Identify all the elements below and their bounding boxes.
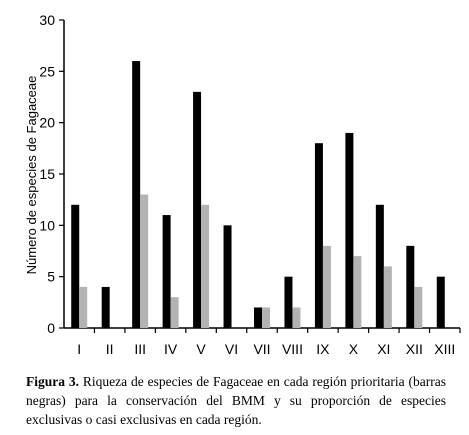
bar-total-species [71, 204, 80, 328]
caption-lead: Figura 3. [26, 374, 79, 389]
x-tick-label: VI [225, 341, 238, 357]
bar-total-species [254, 307, 262, 328]
bar-total-species [101, 286, 110, 328]
x-tick-label: II [106, 341, 114, 357]
bar-exclusive-species [322, 245, 331, 328]
x-tick-label: VIII [282, 341, 303, 357]
x-tick-label: X [349, 341, 359, 357]
bar-exclusive-species [262, 307, 270, 328]
bar-exclusive-species [79, 286, 88, 328]
bar-exclusive-species [414, 286, 423, 328]
bar-exclusive-species [170, 297, 179, 328]
y-tick-label: 20 [39, 115, 55, 131]
bar-total-species [406, 245, 415, 328]
y-axis: 0 5 10 15 20 25 30 [39, 12, 65, 336]
y-tick-label: 0 [47, 320, 55, 336]
y-tick-label: 30 [39, 12, 55, 28]
x-tick-label: VII [253, 341, 270, 357]
bar-total-species [193, 91, 202, 328]
bar-exclusive-species [140, 194, 149, 328]
x-tick-label: IX [316, 341, 330, 357]
bar-total-species [223, 225, 232, 328]
bars [71, 61, 445, 329]
bar-total-species [345, 132, 354, 328]
figure-caption: Figura 3. Riqueza de especies de Fagacea… [26, 372, 446, 429]
bar-exclusive-species [292, 307, 301, 328]
x-tick-label: XIII [434, 341, 455, 357]
x-axis: I II III IV V VI VII VIII IX X XI XII XIII [64, 327, 461, 357]
bar-total-species [284, 276, 293, 328]
caption-text: Riqueza de especies de Fagaceae en cada … [26, 374, 446, 427]
x-tick-label: III [134, 341, 146, 357]
bar-total-species [162, 215, 171, 328]
bar-total-species [375, 204, 384, 328]
bar-exclusive-species [201, 204, 210, 328]
y-tick-label: 5 [47, 269, 55, 285]
x-tick-label: IV [164, 341, 178, 357]
y-axis-title: Número de especies de Fagaceae [24, 76, 39, 275]
bar-exclusive-species [353, 256, 362, 328]
x-tick-label: XI [377, 341, 390, 357]
bar-total-species [132, 61, 141, 329]
x-tick-label: V [196, 341, 206, 357]
y-tick-label: 15 [39, 166, 55, 182]
bar-total-species [314, 143, 323, 328]
x-tick-label: XII [406, 341, 423, 357]
x-tick-label: I [77, 341, 81, 357]
y-tick-label: 25 [39, 63, 55, 79]
y-tick-label: 10 [39, 217, 55, 233]
bar-total-species [436, 276, 445, 328]
bar-exclusive-species [383, 266, 392, 328]
